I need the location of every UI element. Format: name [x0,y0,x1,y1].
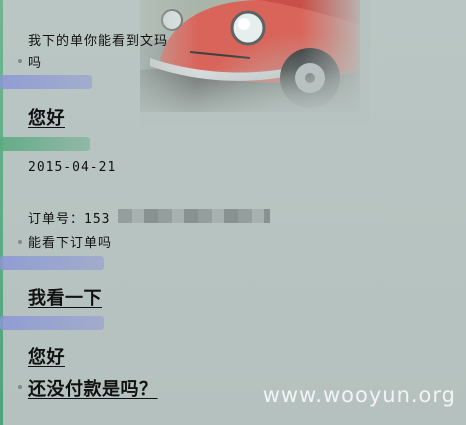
bullet-dot [18,59,22,63]
message-text: 我下的单你能看到文玛 [28,34,169,49]
message-text-bold: 还没付款是吗？ [28,379,158,400]
photo-fade-overlay [140,0,370,125]
sender-name-redacted [0,75,92,89]
order-number-label: 订单号：153 [28,212,111,227]
message-date: 2015-04-21 [28,160,117,175]
watermark-text: www.wooyun.org [262,383,456,407]
order-number-redaction [118,209,270,223]
message-text: 吗 [28,56,43,71]
message-text-bold: 您好 [28,108,65,129]
message-text-bold: 我看一下 [28,288,102,309]
message-text-bold: 您好 [28,347,65,368]
sender-name-redacted [0,256,104,270]
sender-name-redacted [0,137,90,151]
bullet-dot [18,385,22,389]
left-accent-bar [0,0,3,425]
bullet-dot [18,240,22,244]
sender-name-redacted [0,316,104,330]
message-text: 能看下订单吗 [28,236,113,251]
